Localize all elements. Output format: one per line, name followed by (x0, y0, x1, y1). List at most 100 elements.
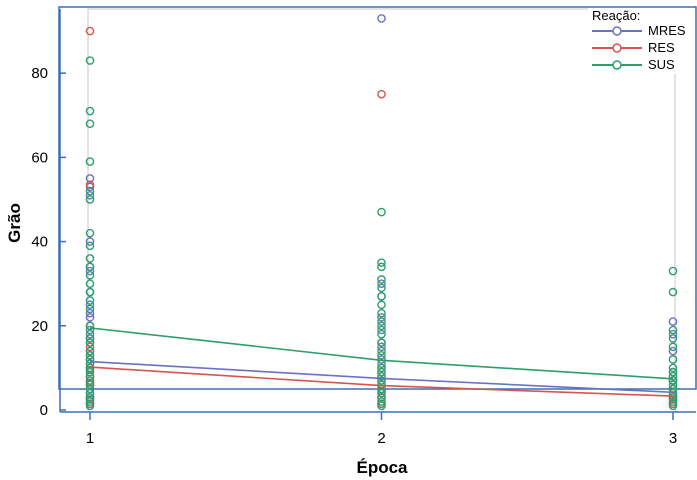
data-point (377, 258, 386, 267)
data-point (377, 363, 386, 373)
data-point (85, 401, 95, 411)
data-point (85, 384, 95, 394)
data-point (85, 350, 95, 360)
data-point (377, 325, 386, 335)
legend-marker (612, 26, 622, 36)
data-point (85, 321, 95, 331)
data-point (668, 334, 678, 343)
data-point (377, 14, 386, 23)
legend-background (588, 8, 688, 74)
trend-layer (89, 327, 674, 397)
data-point (85, 325, 95, 335)
data-point (377, 393, 386, 402)
legend-label: SUS (648, 57, 675, 72)
data-point (85, 397, 95, 406)
data-point (668, 384, 678, 394)
data-point (85, 287, 95, 297)
data-point (377, 262, 386, 272)
data-point (377, 321, 386, 331)
data-point (377, 338, 386, 347)
data-point (668, 325, 678, 335)
y-tick-label: 40 (31, 234, 48, 251)
data-point (668, 388, 678, 398)
data-point (668, 287, 678, 297)
data-point (85, 338, 95, 347)
data-point (85, 119, 95, 128)
y-tick-label: 20 (31, 318, 48, 335)
series-sus-line (89, 327, 674, 380)
data-point (85, 270, 95, 280)
data-point (377, 300, 386, 310)
y-tick-label: 80 (31, 65, 48, 82)
data-point (668, 372, 678, 381)
data-point (377, 372, 386, 381)
data-point (85, 157, 95, 166)
y-axis-title: Grão (5, 203, 24, 243)
x-axis: 1 2 3 (60, 411, 696, 447)
x-tick-label: 2 (377, 430, 385, 447)
data-point (377, 292, 386, 301)
x-tick-label: 1 (86, 430, 94, 447)
data-point (85, 186, 95, 196)
legend-label: RES (648, 40, 675, 55)
data-point (85, 56, 95, 65)
data-point (668, 401, 678, 411)
data-point (377, 317, 386, 326)
data-point (85, 241, 95, 251)
data-point (85, 376, 95, 385)
data-point (85, 279, 95, 288)
data-point (85, 174, 95, 183)
data-point (377, 401, 386, 411)
legend-label: MRES (648, 23, 686, 38)
data-point (377, 329, 386, 339)
x-axis-title: Época (356, 458, 408, 477)
data-point (85, 388, 95, 398)
data-point (85, 334, 95, 343)
data-point (85, 26, 95, 36)
data-point (85, 313, 95, 322)
data-point (85, 195, 95, 204)
legend-title: Reação: (592, 8, 640, 23)
y-axis: 0 20 40 60 80 (31, 9, 66, 419)
x-tick-label: 3 (669, 430, 677, 447)
series-res-line (89, 366, 674, 397)
data-point (85, 254, 95, 263)
y-tick-label: 60 (31, 149, 48, 166)
data-point (377, 367, 386, 377)
data-point (85, 329, 95, 339)
data-point (377, 275, 386, 284)
data-point (85, 190, 95, 200)
data-point (85, 228, 95, 238)
data-point (668, 329, 678, 339)
data-point (377, 397, 386, 406)
data-point (668, 342, 678, 352)
data-point (85, 180, 95, 190)
data-point (85, 308, 95, 318)
data-point (85, 266, 95, 276)
legend: Reação: MRES RES SUS (588, 8, 688, 74)
data-point (377, 279, 386, 288)
data-point (377, 89, 386, 99)
data-point (377, 207, 386, 217)
data-point (377, 308, 386, 318)
series-mres-line (89, 360, 674, 394)
data-point (668, 367, 678, 377)
data-point (668, 266, 678, 276)
data-point (85, 262, 95, 272)
data-point (668, 376, 678, 385)
data-point (377, 388, 386, 398)
data-point (85, 346, 95, 356)
data-point (85, 304, 95, 314)
data-point (668, 380, 678, 390)
data-point (668, 317, 678, 326)
data-point (668, 397, 678, 406)
data-point (377, 346, 386, 356)
legend-marker (612, 43, 622, 53)
data-point (377, 313, 386, 322)
data-point (85, 355, 95, 364)
data-point (85, 367, 95, 377)
data-point (85, 393, 95, 402)
data-point (85, 342, 95, 352)
y-tick-label: 0 (40, 402, 48, 419)
